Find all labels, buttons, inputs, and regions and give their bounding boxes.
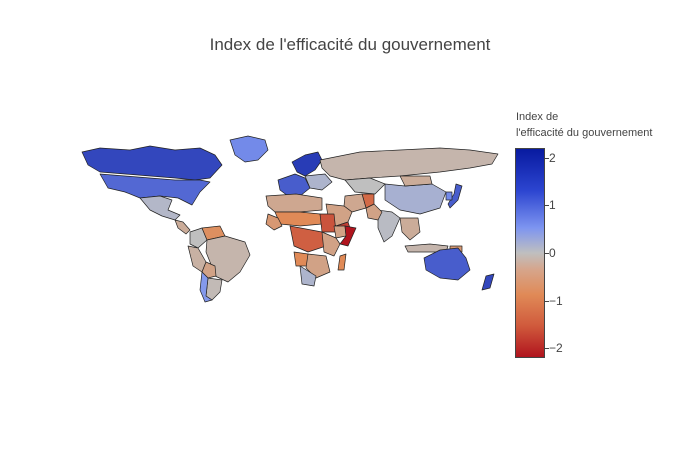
region-scandinavia [291,151,323,177]
region-southern-africa [305,253,331,279]
colorbar-tick-label: 0 [549,246,556,260]
region-japan [447,183,463,209]
region-sahel [274,211,323,227]
region-south-korea [445,191,453,201]
region-west-africa [265,213,283,231]
region-madagascar [337,253,347,271]
region-ethiopia [333,225,347,239]
chart-title: Index de l'efficacité du gouvernement [209,35,491,54]
colorbar-title-line1: Index de [516,111,559,123]
region-north-africa [265,193,323,213]
region-sudan [319,213,337,233]
colorbar-tick-mark [545,157,549,159]
region-southeast-asia [399,217,421,241]
colorbar-tick-mark [545,205,549,207]
colorbar-tick-mark [545,253,549,254]
region-australia [423,247,471,281]
region-india [377,209,401,243]
colorbar-tick-label: −2 [549,341,563,356]
region-central-africa [289,225,327,253]
region-brazil [205,235,251,283]
region-western-europe [277,173,311,197]
region-greenland [229,135,269,163]
region-south-africa [299,265,317,287]
region-colombia [189,227,208,249]
region-china [384,183,447,215]
region-east-africa [321,231,341,257]
region-bolivia [201,261,217,279]
colorbar-title-line2: l'efficacité du gouvernement [516,127,653,139]
region-chile [199,271,213,303]
region-new-zealand [481,273,495,291]
region-canada [81,145,223,181]
region-united-states [99,173,211,206]
region-argentina [205,277,223,301]
region-kazakhstan [344,177,386,195]
region-angola [293,251,309,267]
colorbar-tick-mark [545,300,549,302]
colorbar-tick-label: −1 [549,293,563,308]
region-mexico [139,195,181,221]
region-somalia [339,225,357,247]
region-iran [343,193,367,213]
colorbar-tick-mark [545,348,549,350]
region-russia [319,147,499,181]
colorbar [515,148,545,358]
colorbar-tick-label: 1 [549,198,556,213]
region-eastern-europe [304,173,333,191]
region-central-america [174,219,191,235]
colorbar-tick-label: 2 [549,150,556,165]
region-mongolia [399,175,433,187]
